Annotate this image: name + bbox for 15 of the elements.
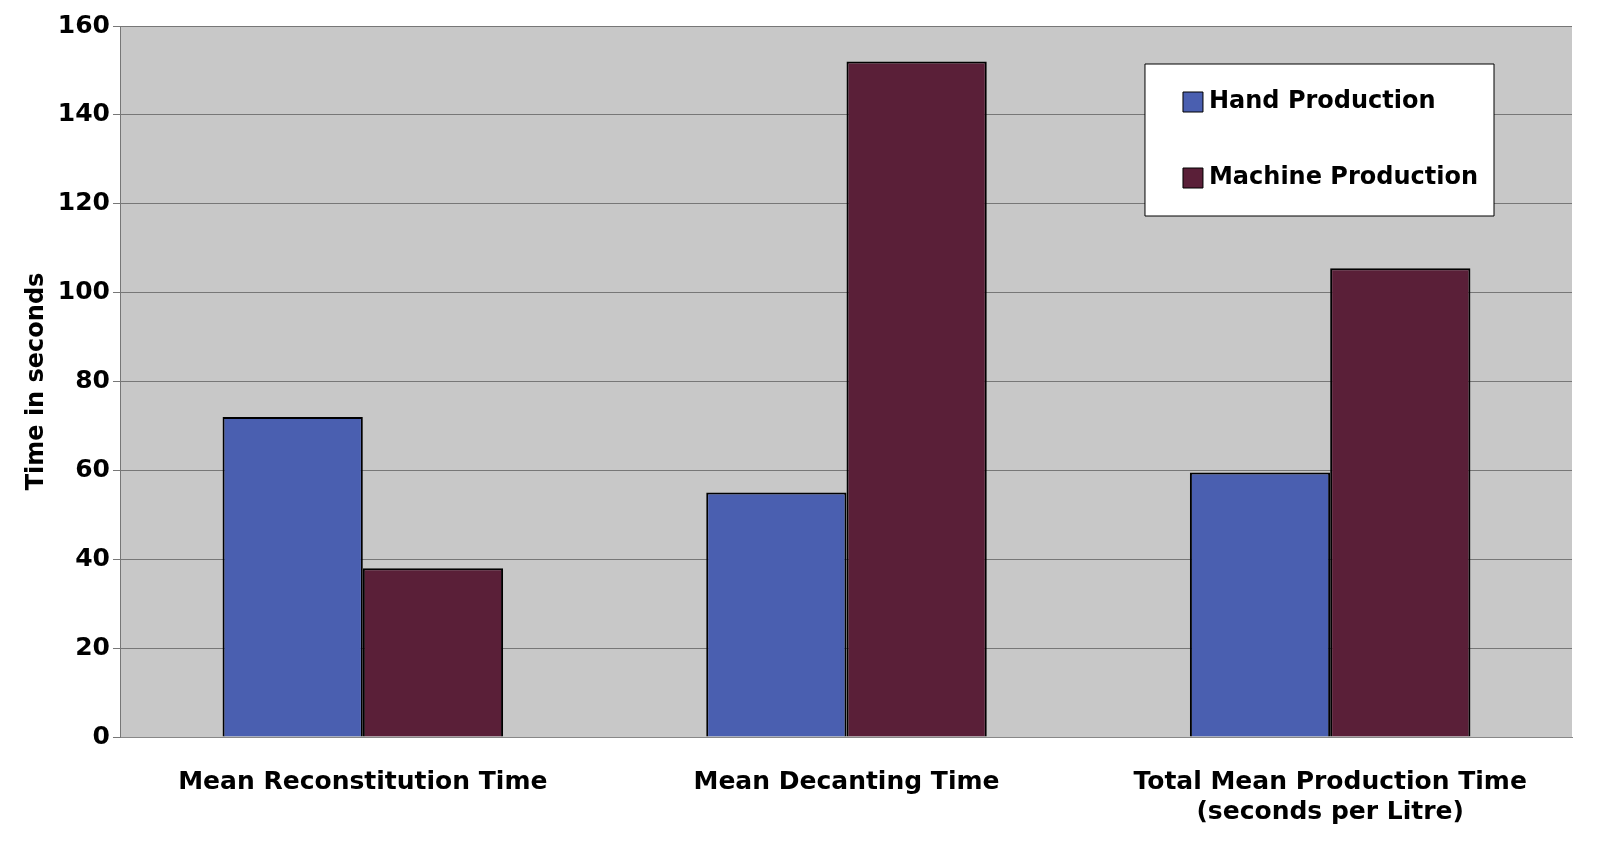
y-tick-label: 40 [75, 542, 110, 572]
y-tick-label: 60 [75, 453, 110, 483]
y-tick-label: 100 [57, 276, 110, 306]
legend-label: Hand Production [1208, 86, 1436, 115]
x-tick-label: Mean Decanting Time [693, 765, 1000, 795]
y-tick-label: 160 [57, 9, 110, 39]
y-tick-label: 0 [92, 720, 110, 750]
y-axis-title: Time in seconds [20, 272, 49, 491]
x-tick-label: Mean Reconstitution Time [178, 765, 548, 795]
legend-label: Machine Production [1208, 162, 1478, 191]
y-tick-label: 140 [57, 98, 110, 128]
y-tick-label: 120 [57, 187, 110, 217]
x-tick-label: Total Mean Production Time (seconds per Litre) [1133, 765, 1527, 825]
y-tick-label: 80 [75, 365, 110, 394]
y-tick-label: 20 [75, 631, 110, 661]
